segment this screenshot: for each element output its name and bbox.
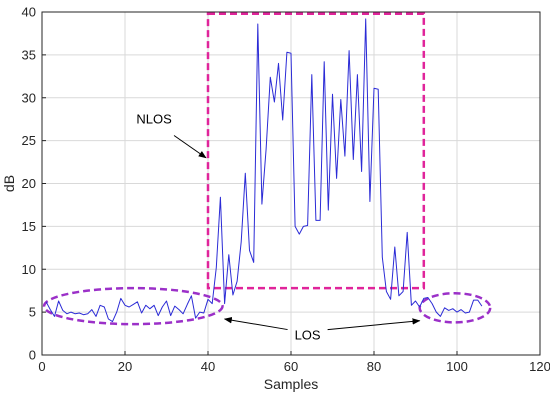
- x-tick-label: 20: [118, 359, 132, 374]
- y-tick-label: 20: [22, 176, 36, 191]
- nlos-region-box: [206, 12, 426, 290]
- annotation-label: NLOS: [136, 111, 172, 126]
- annotation-label: LOS: [295, 328, 321, 343]
- los-region-ellipse: [42, 286, 224, 326]
- y-tick-label: 25: [22, 133, 36, 148]
- y-tick-label: 40: [22, 5, 36, 20]
- x-tick-label: 80: [367, 359, 381, 374]
- y-tick-label: 30: [22, 90, 36, 105]
- x-axis-label: Samples: [264, 376, 318, 392]
- x-tick-label: 40: [201, 359, 215, 374]
- los-region-ellipse: [418, 292, 492, 324]
- y-tick-label: 15: [22, 219, 36, 234]
- y-axis-label: dB: [1, 175, 17, 192]
- y-tick-label: 35: [22, 47, 36, 62]
- x-tick-label: 0: [38, 359, 45, 374]
- text-annotations: NLOS LOS: [136, 111, 421, 343]
- annotation-arrow: [327, 318, 421, 331]
- y-tick-label: 5: [29, 305, 36, 320]
- series-line: [45, 18, 483, 323]
- annotation-arrow: [173, 135, 207, 159]
- y-tick-label: 0: [29, 348, 36, 363]
- axis-ticks: 0 20 40 60 80 100 120 0 5 10 15 20 25 30 35 40: [22, 5, 550, 375]
- x-tick-label: 100: [446, 359, 468, 374]
- region-annotations: [42, 12, 492, 326]
- annotation-arrow: [223, 317, 288, 331]
- x-tick-label: 120: [529, 359, 550, 374]
- x-tick-label: 60: [284, 359, 298, 374]
- y-tick-label: 10: [22, 262, 36, 277]
- series-lines: [45, 18, 483, 323]
